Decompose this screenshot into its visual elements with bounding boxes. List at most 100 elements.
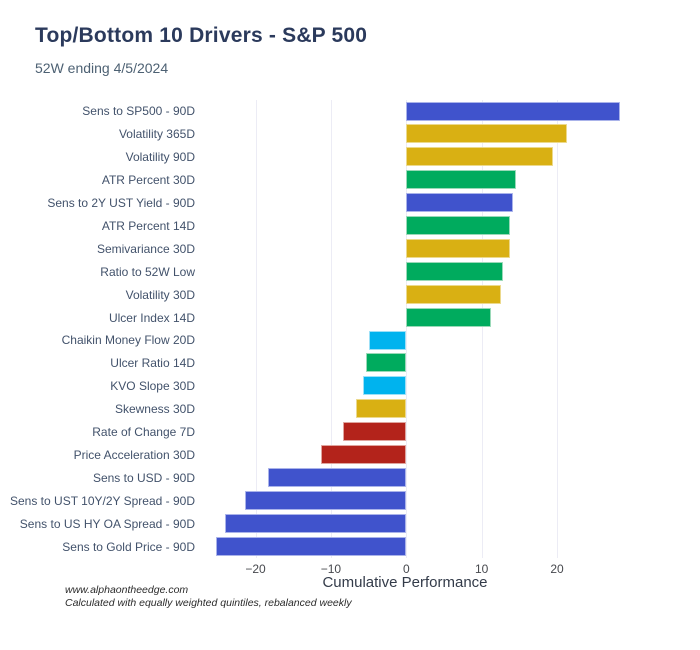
gridline <box>406 100 408 558</box>
bar-positive <box>406 216 511 235</box>
plot-cell <box>205 329 640 352</box>
chart-row: Ulcer Index 14D <box>0 306 700 329</box>
category-label: Sens to SP500 - 90D <box>82 104 195 119</box>
gridline <box>255 100 257 558</box>
bar-positive <box>406 101 621 121</box>
x-axis-title: Cumulative Performance <box>322 574 488 591</box>
bar-positive <box>406 261 503 281</box>
footer: www.alphaontheedge.com Calculated with e… <box>65 584 465 610</box>
bar-chart: Sens to SP500 - 90D Volatility 365D Volati… <box>0 100 700 576</box>
bar-positive <box>406 307 491 327</box>
plot-cell <box>205 512 640 535</box>
plot-cell <box>205 100 640 123</box>
plot-cell <box>205 489 640 512</box>
category-label: Ulcer Ratio 14D <box>110 356 195 371</box>
plot-cell <box>205 444 640 467</box>
category-label: Volatility 365D <box>118 127 195 142</box>
category-label: Sens to UST 10Y/2Y Spread - 90D <box>10 493 195 508</box>
x-axis: −20 −10 0 10 20 <box>205 558 640 578</box>
bar-positive <box>406 284 501 304</box>
chart-row: ATR Percent 14D <box>0 215 700 238</box>
bar-positive <box>406 238 510 258</box>
bar-negative <box>355 399 407 419</box>
category-label: Ulcer Index 14D <box>108 310 195 325</box>
category-label: Sens to 2Y UST Yield - 90D <box>47 196 195 211</box>
category-label: Skewness 30D <box>114 402 195 417</box>
chart-row: Chaikin Money Flow 20D <box>0 329 700 352</box>
gridlines <box>205 100 640 558</box>
chart-row: Price Acceleration 30D <box>0 444 700 467</box>
chart-row: Ulcer Ratio 14D <box>0 352 700 375</box>
category-label: ATR Percent 14D <box>101 218 195 233</box>
category-label: Sens to USD - 90D <box>92 470 195 485</box>
bar-negative <box>321 445 407 464</box>
plot-cell <box>205 398 640 421</box>
chart-row: ATR Percent 30D <box>0 169 700 192</box>
plot-cell <box>205 535 640 558</box>
gridline <box>481 100 483 558</box>
bar-negative <box>244 490 407 510</box>
category-label: Volatility 30D <box>125 287 195 302</box>
x-tick-label: −20 <box>245 562 266 576</box>
plot-cell <box>205 283 640 306</box>
chart-row: Volatility 365D <box>0 123 700 146</box>
chart-row: Semivariance 30D <box>0 237 700 260</box>
chart-rows: Sens to SP500 - 90D Volatility 365D Volati… <box>0 100 700 558</box>
footer-url: www.alphaontheedge.com <box>65 584 189 596</box>
chart-row: Sens to US HY OA Spread - 90D <box>0 512 700 535</box>
plot-cell <box>205 123 640 146</box>
category-label: Semivariance 30D <box>96 241 195 256</box>
chart-row: KVO Slope 30D <box>0 375 700 398</box>
chart-row: Sens to UST 10Y/2Y Spread - 90D <box>0 489 700 512</box>
x-tick-label: −10 <box>320 562 342 576</box>
plot-cell <box>205 215 640 238</box>
category-label: Chaikin Money Flow 20D <box>61 333 195 348</box>
bar-positive <box>406 193 513 213</box>
bar-negative <box>342 422 407 442</box>
category-label: Volatility 90D <box>125 150 195 165</box>
x-tick-label: 20 <box>550 562 564 576</box>
bar-negative <box>216 536 407 556</box>
plot-cell <box>205 192 640 215</box>
bar-negative <box>267 467 407 487</box>
x-tick-label: 0 <box>402 562 410 576</box>
chart-row: Sens to SP500 - 90D <box>0 100 700 123</box>
gridline <box>557 100 559 558</box>
category-label: Ratio to 52W Low <box>100 264 195 279</box>
bar-negative <box>366 353 407 373</box>
x-tick-label: 10 <box>474 562 489 576</box>
bar-positive <box>406 124 567 144</box>
chart-row: Ratio to 52W Low <box>0 260 700 283</box>
plot-cell <box>205 375 640 398</box>
gridline <box>330 100 332 558</box>
bar-positive <box>406 170 516 190</box>
plot-cell <box>205 466 640 489</box>
chart-row: Rate of Change 7D <box>0 421 700 444</box>
plot-cell <box>205 260 640 283</box>
plot-cell <box>205 169 640 192</box>
bar-positive <box>406 147 554 167</box>
plot-cell <box>205 352 640 375</box>
bar-negative <box>369 330 407 350</box>
chart-row: Skewness 30D <box>0 398 700 421</box>
category-label: KVO Slope 30D <box>110 379 195 394</box>
chart-row: Volatility 30D <box>0 283 700 306</box>
category-label: Price Acceleration 30D <box>73 447 195 462</box>
plot-cell <box>205 421 640 444</box>
bar-negative <box>225 513 407 533</box>
chart-row: Volatility 90D <box>0 146 700 169</box>
plot-cell <box>205 306 640 329</box>
plot-cell <box>205 237 640 260</box>
category-label: Rate of Change 7D <box>92 425 195 440</box>
footer-note: Calculated with equally weighted quintil… <box>65 597 352 609</box>
chart-row: Sens to Gold Price - 90D <box>0 535 700 558</box>
category-label: ATR Percent 30D <box>101 173 195 188</box>
category-label: Sens to US HY OA Spread - 90D <box>19 516 195 531</box>
chart-row: Sens to USD - 90D <box>0 466 700 489</box>
category-label: Sens to Gold Price - 90D <box>62 539 195 554</box>
bar-negative <box>363 376 407 396</box>
chart-row: Sens to 2Y UST Yield - 90D <box>0 192 700 215</box>
plot-cell <box>205 146 640 169</box>
chart-subtitle: 52W ending 4/5/2024 <box>35 60 169 76</box>
chart-title: Top/Bottom 10 Drivers - S&P 500 <box>35 24 368 47</box>
